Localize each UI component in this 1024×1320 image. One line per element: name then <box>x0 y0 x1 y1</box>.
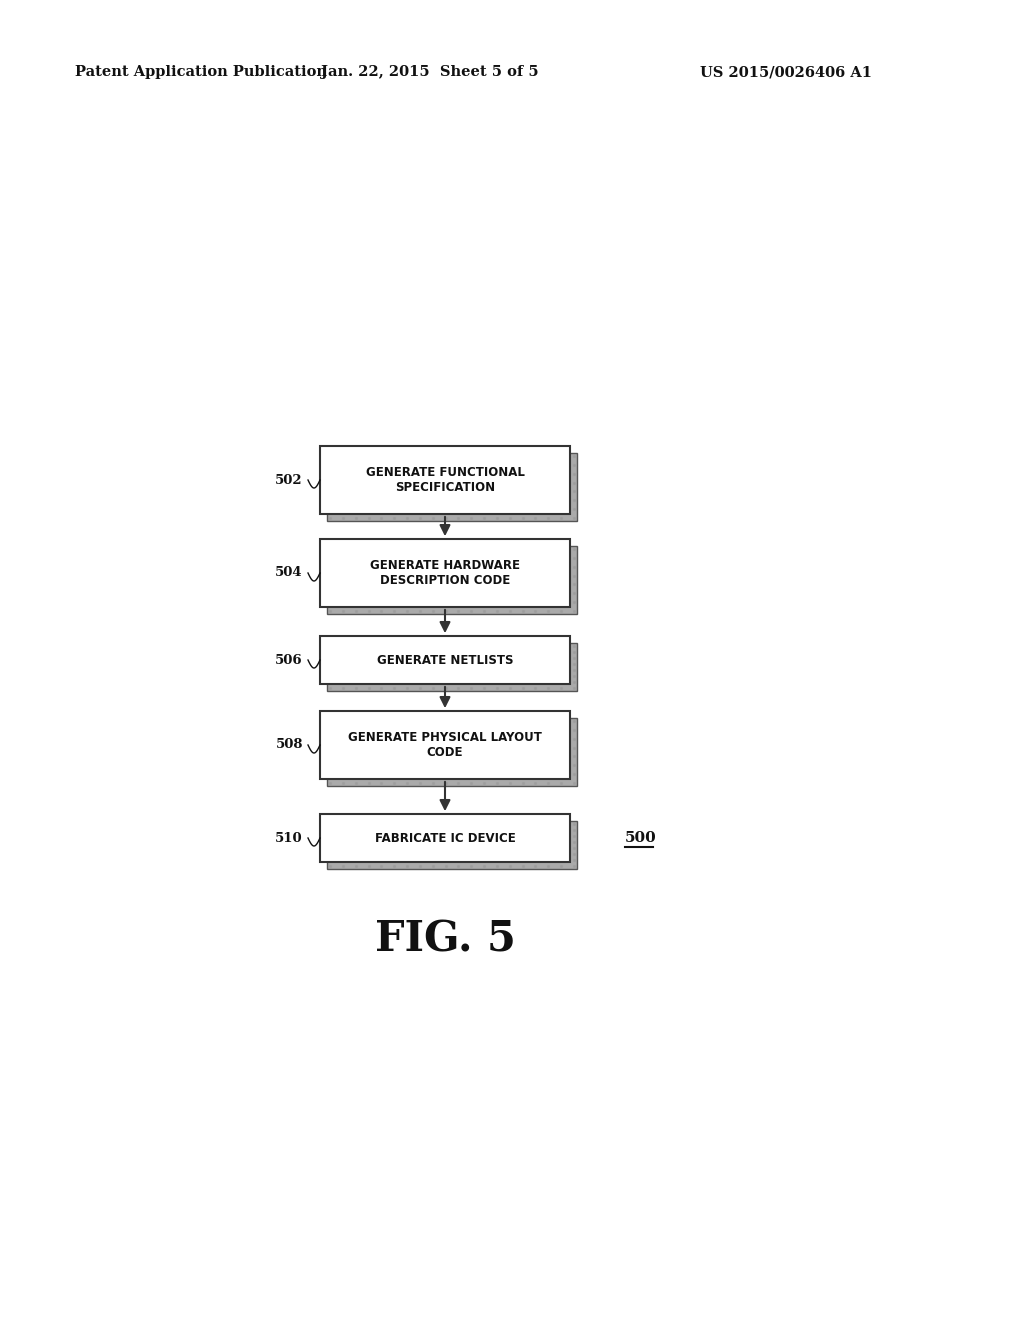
Bar <box>327 821 577 869</box>
Bar <box>319 814 570 862</box>
Text: 506: 506 <box>275 653 303 667</box>
Text: FABRICATE IC DEVICE: FABRICATE IC DEVICE <box>375 832 515 845</box>
Bar <box>327 453 577 521</box>
Text: GENERATE HARDWARE
DESCRIPTION CODE: GENERATE HARDWARE DESCRIPTION CODE <box>370 558 520 587</box>
Text: 508: 508 <box>275 738 303 751</box>
Bar <box>319 711 570 779</box>
Bar <box>319 636 570 684</box>
Text: FIG. 5: FIG. 5 <box>375 919 515 961</box>
Text: GENERATE PHYSICAL LAYOUT
CODE: GENERATE PHYSICAL LAYOUT CODE <box>348 731 542 759</box>
Text: 510: 510 <box>275 832 303 845</box>
Bar <box>327 718 577 785</box>
Text: GENERATE FUNCTIONAL
SPECIFICATION: GENERATE FUNCTIONAL SPECIFICATION <box>366 466 524 494</box>
Bar <box>327 643 577 690</box>
Text: GENERATE NETLISTS: GENERATE NETLISTS <box>377 653 513 667</box>
Text: Patent Application Publication: Patent Application Publication <box>75 65 327 79</box>
Text: 502: 502 <box>275 474 303 487</box>
Text: 504: 504 <box>275 566 303 579</box>
Bar <box>319 539 570 607</box>
Bar <box>327 546 577 614</box>
Text: Jan. 22, 2015  Sheet 5 of 5: Jan. 22, 2015 Sheet 5 of 5 <box>322 65 539 79</box>
Text: US 2015/0026406 A1: US 2015/0026406 A1 <box>700 65 872 79</box>
Text: 500: 500 <box>625 832 656 845</box>
Bar <box>319 446 570 513</box>
